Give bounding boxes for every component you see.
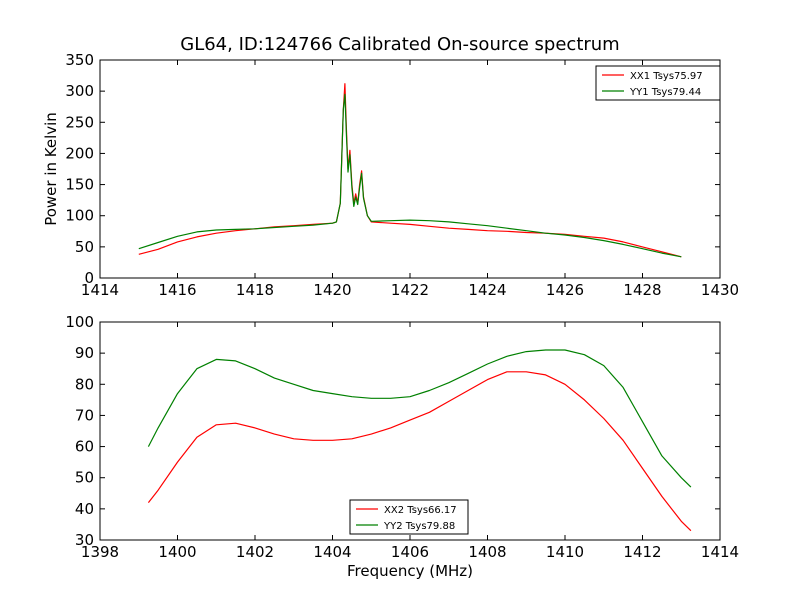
x-tick-label: 1428 xyxy=(623,281,661,299)
series-line-2-1 xyxy=(147,371,692,532)
x-tick-label: 1422 xyxy=(391,281,429,299)
x-tick-label: 1410 xyxy=(546,543,584,561)
legend-label: XX2 Tsys66.17 xyxy=(384,505,457,516)
x-tick-label: 1398 xyxy=(81,543,119,561)
y-tick-label: 100 xyxy=(65,207,94,225)
legend-label: YY1 Tsys79.44 xyxy=(629,87,701,98)
x-tick-label: 1414 xyxy=(701,543,739,561)
y-tick-label: 350 xyxy=(65,51,94,69)
x-tick-label: 1430 xyxy=(701,281,739,299)
y-tick-label: 200 xyxy=(65,144,94,162)
top-spectrum-panel: 1414 1416 1418 1420 1422 1424 1426 1428 1430 0 50 1… xyxy=(42,51,739,299)
x-tick-label: 1408 xyxy=(468,543,506,561)
legend-box xyxy=(595,65,721,101)
legend-label: XX1 Tsys75.97 xyxy=(630,71,703,82)
x-tick-label: 1426 xyxy=(546,281,584,299)
legend-box xyxy=(349,499,469,535)
x-tick-label: 1406 xyxy=(391,543,429,561)
x-tick-label: 1414 xyxy=(81,281,119,299)
x-tick-label: 1418 xyxy=(236,281,274,299)
x-tick-label: 1412 xyxy=(623,543,661,561)
y-tick-label: 60 xyxy=(75,438,94,456)
series-line-2-2 xyxy=(147,349,692,488)
x-tick-label: 1416 xyxy=(158,281,196,299)
y-tick-label: 40 xyxy=(75,500,94,518)
figure-title: GL64, ID:124766 Calibrated On-source spe… xyxy=(180,34,620,55)
y-tick-label: 50 xyxy=(75,469,94,487)
y-axis-label: Power in Kelvin xyxy=(42,112,60,226)
bottom-spectrum-panel: 1398 1400 1402 1404 1406 1408 1410 1412 1414 30 40… xyxy=(65,313,739,561)
y-tick-label: 70 xyxy=(75,406,94,424)
y-tick-label: 100 xyxy=(65,313,94,331)
x-tick-label: 1404 xyxy=(313,543,351,561)
x-tick-label: 1424 xyxy=(468,281,506,299)
y-tick-label: 80 xyxy=(75,375,94,393)
y-tick-label: 90 xyxy=(75,344,94,362)
x-tick-label: 1402 xyxy=(236,543,274,561)
x-tick-label: 1420 xyxy=(313,281,351,299)
x-tick-label: 1400 xyxy=(158,543,196,561)
x-axis-label: Frequency (MHz) xyxy=(347,562,473,580)
y-tick-label: 250 xyxy=(65,113,94,131)
y-tick-label: 30 xyxy=(75,531,94,549)
y-tick-label: 50 xyxy=(75,238,94,256)
series-line-1-1 xyxy=(138,83,682,258)
legend-label: YY2 Tsys79.88 xyxy=(383,521,455,532)
y-tick-label: 0 xyxy=(84,269,94,287)
y-tick-label: 300 xyxy=(65,82,94,100)
series-line-1-2 xyxy=(138,93,682,258)
y-tick-label: 150 xyxy=(65,176,94,194)
